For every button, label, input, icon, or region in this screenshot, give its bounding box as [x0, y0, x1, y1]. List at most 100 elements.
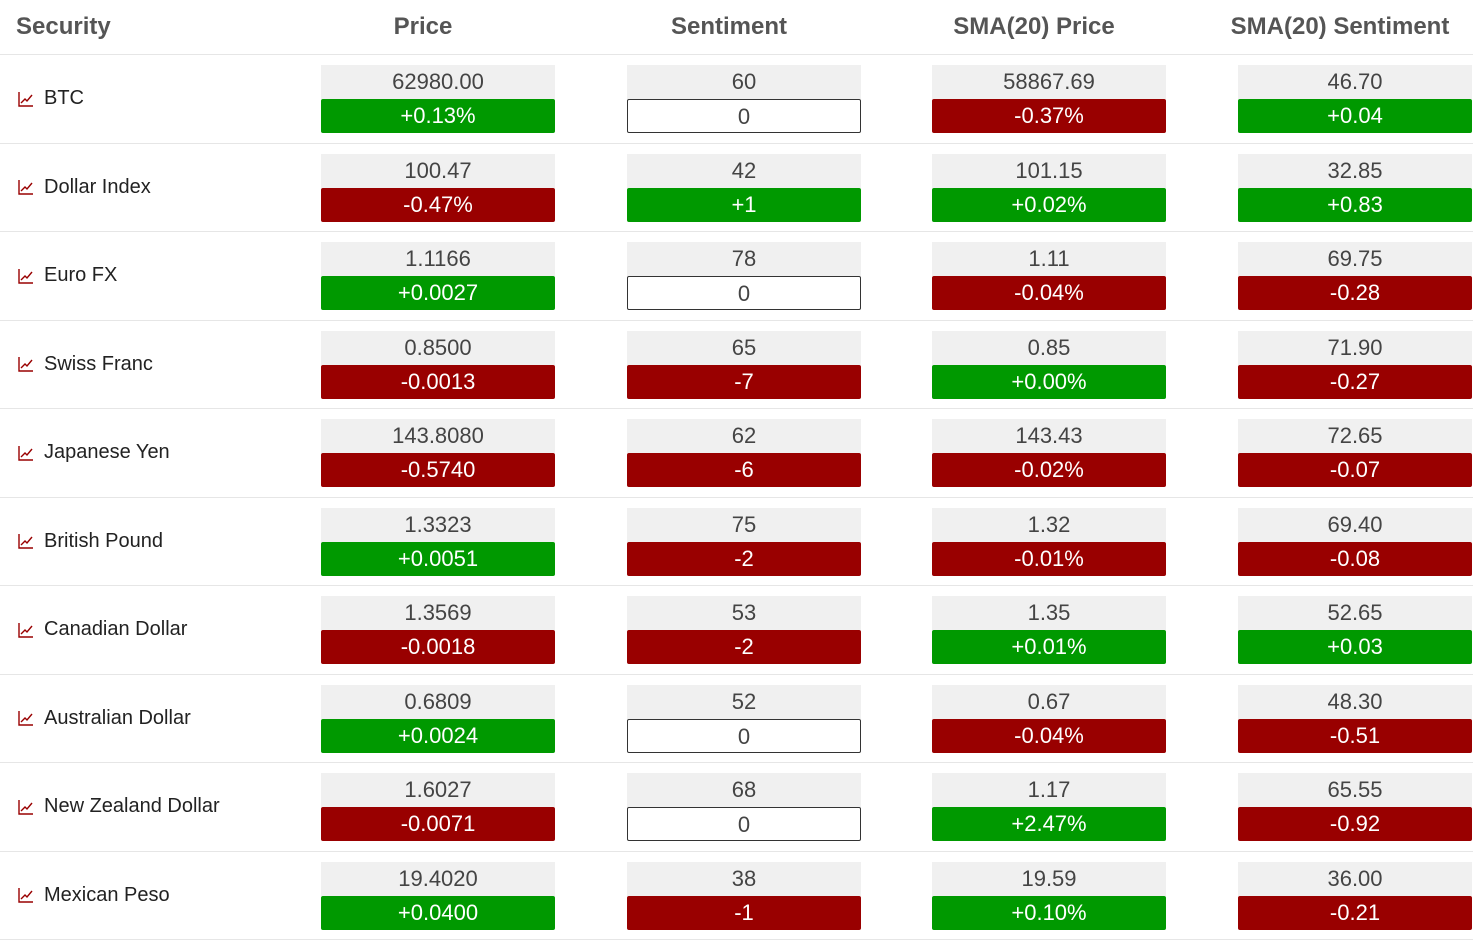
sma-price-cell: 1.11 -0.04% [932, 242, 1166, 310]
sma-price-change: -0.02% [932, 453, 1166, 487]
sma-sentiment-change: -0.27 [1238, 365, 1472, 399]
sma-sentiment-cell: 69.75 -0.28 [1238, 242, 1472, 310]
sma-price-change: -0.01% [932, 542, 1166, 576]
price-change: +0.0400 [321, 896, 555, 930]
security-cell[interactable]: Euro FX [17, 232, 117, 320]
sentiment-cell: 38 -1 [627, 862, 861, 930]
sma-sentiment-change: -0.07 [1238, 453, 1472, 487]
chart-trend-icon[interactable] [17, 355, 35, 373]
security-cell[interactable]: Swiss Franc [17, 321, 153, 409]
sma-sentiment-value: 46.70 [1238, 65, 1472, 99]
security-cell[interactable]: BTC [17, 55, 84, 143]
table-row: Mexican Peso 19.4020 +0.0400 38 -1 19.59… [0, 852, 1473, 940]
sma-sentiment-change: -0.21 [1238, 896, 1472, 930]
chart-trend-icon[interactable] [17, 621, 35, 639]
sma-price-cell: 1.17 +2.47% [932, 773, 1166, 841]
header-sma-price[interactable]: SMA(20) Price [917, 13, 1151, 41]
security-cell[interactable]: Canadian Dollar [17, 586, 187, 674]
sma-price-cell: 58867.69 -0.37% [932, 65, 1166, 133]
price-value: 1.1166 [321, 242, 555, 276]
security-cell[interactable]: New Zealand Dollar [17, 763, 220, 851]
sma-sentiment-value: 69.75 [1238, 242, 1472, 276]
security-cell[interactable]: Japanese Yen [17, 409, 170, 497]
sentiment-change: +1 [627, 188, 861, 222]
security-name[interactable]: BTC [44, 87, 84, 110]
sma-sentiment-change: -0.92 [1238, 807, 1472, 841]
price-cell: 19.4020 +0.0400 [321, 862, 555, 930]
price-change: -0.5740 [321, 453, 555, 487]
price-change: +0.0051 [321, 542, 555, 576]
sma-price-change: -0.04% [932, 276, 1166, 310]
sma-price-value: 1.17 [932, 773, 1166, 807]
header-security[interactable]: Security [0, 13, 306, 41]
security-name[interactable]: Mexican Peso [44, 884, 170, 907]
security-name[interactable]: New Zealand Dollar [44, 795, 220, 818]
sma-price-cell: 0.85 +0.00% [932, 331, 1166, 399]
security-name[interactable]: Canadian Dollar [44, 618, 187, 641]
sentiment-cell: 75 -2 [627, 508, 861, 576]
sma-price-cell: 19.59 +0.10% [932, 862, 1166, 930]
sentiment-value: 75 [627, 508, 861, 542]
chart-trend-icon[interactable] [17, 886, 35, 904]
security-name[interactable]: Australian Dollar [44, 707, 191, 730]
sentiment-cell: 60 0 [627, 65, 861, 133]
sma-price-value: 101.15 [932, 154, 1166, 188]
price-value: 0.8500 [321, 331, 555, 365]
sma-price-value: 1.35 [932, 596, 1166, 630]
sentiment-value: 52 [627, 685, 861, 719]
price-value: 19.4020 [321, 862, 555, 896]
price-change: -0.0071 [321, 807, 555, 841]
sma-sentiment-change: +0.83 [1238, 188, 1472, 222]
chart-trend-icon[interactable] [17, 532, 35, 550]
header-price[interactable]: Price [306, 13, 540, 41]
price-value: 1.3323 [321, 508, 555, 542]
sentiment-value: 60 [627, 65, 861, 99]
sentiment-change: -2 [627, 542, 861, 576]
security-cell[interactable]: Australian Dollar [17, 675, 191, 763]
security-cell[interactable]: Mexican Peso [17, 852, 170, 940]
chart-trend-icon[interactable] [17, 709, 35, 727]
price-cell: 0.6809 +0.0024 [321, 685, 555, 753]
chart-trend-icon[interactable] [17, 178, 35, 196]
chart-trend-icon[interactable] [17, 798, 35, 816]
sma-price-cell: 101.15 +0.02% [932, 154, 1166, 222]
sma-sentiment-value: 52.65 [1238, 596, 1472, 630]
sentiment-value: 38 [627, 862, 861, 896]
header-sentiment[interactable]: Sentiment [612, 13, 846, 41]
price-value: 62980.00 [321, 65, 555, 99]
sentiment-value: 78 [627, 242, 861, 276]
chart-trend-icon[interactable] [17, 444, 35, 462]
price-change: +0.13% [321, 99, 555, 133]
chart-trend-icon[interactable] [17, 267, 35, 285]
sentiment-value: 65 [627, 331, 861, 365]
chart-trend-icon[interactable] [17, 90, 35, 108]
sentiment-change: -7 [627, 365, 861, 399]
security-name[interactable]: Dollar Index [44, 176, 151, 199]
security-name[interactable]: Swiss Franc [44, 353, 153, 376]
security-name[interactable]: Euro FX [44, 264, 117, 287]
sma-price-value: 0.85 [932, 331, 1166, 365]
price-value: 1.3569 [321, 596, 555, 630]
sma-price-value: 19.59 [932, 862, 1166, 896]
sma-price-value: 143.43 [932, 419, 1166, 453]
security-cell[interactable]: Dollar Index [17, 144, 151, 232]
sentiment-value: 53 [627, 596, 861, 630]
sma-sentiment-cell: 71.90 -0.27 [1238, 331, 1472, 399]
sma-sentiment-value: 69.40 [1238, 508, 1472, 542]
table-row: British Pound 1.3323 +0.0051 75 -2 1.32 … [0, 498, 1473, 587]
sentiment-value: 62 [627, 419, 861, 453]
sma-price-value: 0.67 [932, 685, 1166, 719]
price-value: 100.47 [321, 154, 555, 188]
security-name[interactable]: Japanese Yen [44, 441, 170, 464]
price-cell: 1.3323 +0.0051 [321, 508, 555, 576]
sma-sentiment-cell: 48.30 -0.51 [1238, 685, 1472, 753]
header-sma-sentiment[interactable]: SMA(20) Sentiment [1223, 13, 1457, 41]
security-cell[interactable]: British Pound [17, 498, 163, 586]
sentiment-change: -6 [627, 453, 861, 487]
price-value: 0.6809 [321, 685, 555, 719]
sma-price-value: 1.11 [932, 242, 1166, 276]
sma-price-change: +0.02% [932, 188, 1166, 222]
security-name[interactable]: British Pound [44, 530, 163, 553]
sma-sentiment-change: +0.04 [1238, 99, 1472, 133]
sentiment-cell: 53 -2 [627, 596, 861, 664]
